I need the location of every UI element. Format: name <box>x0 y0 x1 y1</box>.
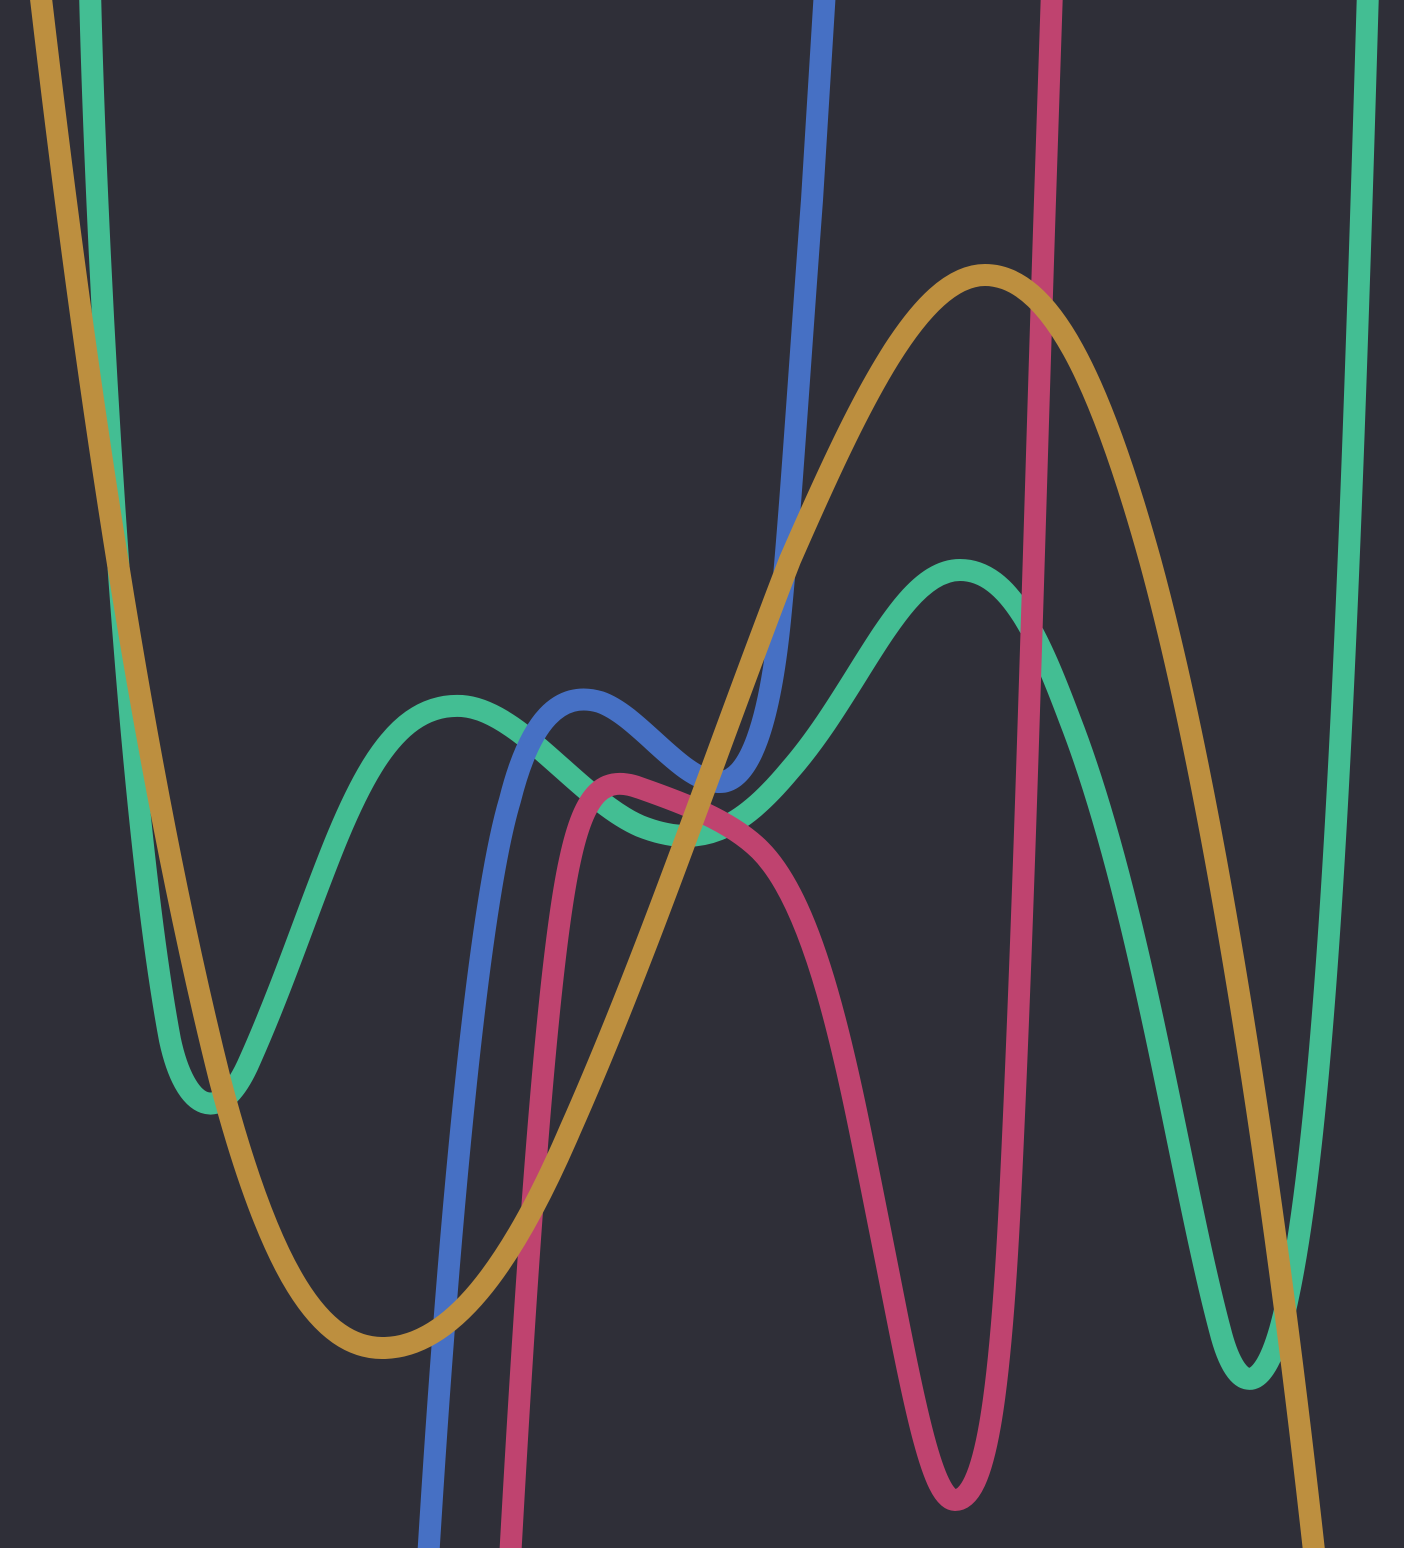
pink-curve <box>499 0 1063 1548</box>
orange-curve <box>30 0 1325 1548</box>
